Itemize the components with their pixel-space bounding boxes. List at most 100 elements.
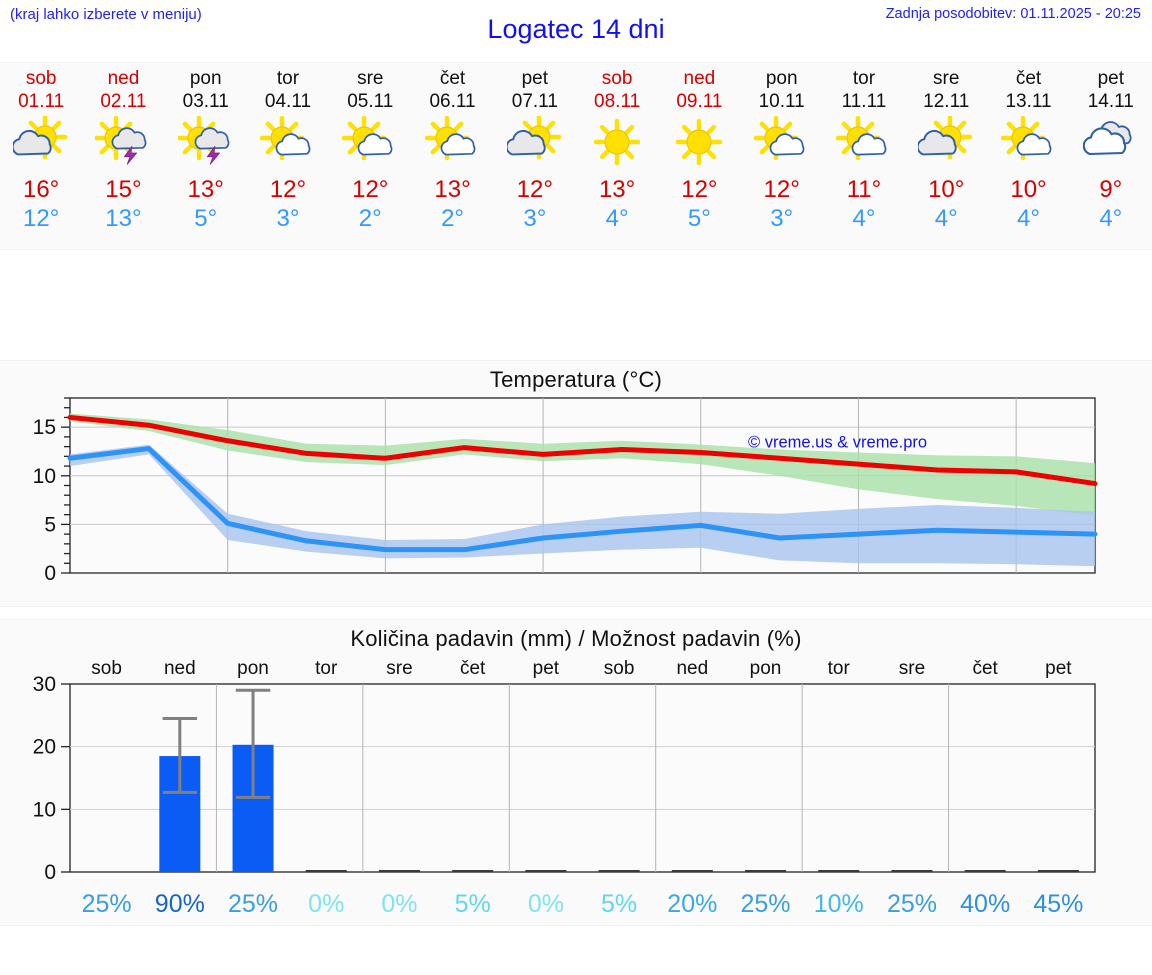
day-forecast-card[interactable]: pet 14.11 9° 4° <box>1070 63 1152 249</box>
day-forecast-card[interactable]: ned 09.11 12° 5° <box>658 63 740 249</box>
svg-text:20: 20 <box>33 736 56 759</box>
svg-text:10: 10 <box>33 465 56 488</box>
sun-behind-cloud-icon <box>13 115 69 169</box>
day-name: sob <box>601 68 633 89</box>
day-date: 13.11 <box>1005 91 1052 112</box>
day-forecast-card[interactable]: sob 08.11 13° 4° <box>576 63 658 249</box>
sun-small-cloud-icon <box>259 115 316 169</box>
svg-text:20%: 20% <box>667 890 717 918</box>
sun-small-cloud-icon <box>342 115 398 169</box>
svg-text:sre: sre <box>899 658 925 679</box>
svg-text:10: 10 <box>33 798 56 821</box>
day-forecast-card[interactable]: pet 07.11 12° 3° <box>494 63 576 249</box>
svg-text:© vreme.us & vreme.pro: © vreme.us & vreme.pro <box>748 434 927 452</box>
day-date: 12.11 <box>923 91 970 112</box>
svg-text:pon: pon <box>750 658 782 679</box>
day-name: pet <box>1097 68 1124 89</box>
svg-text:tor: tor <box>828 658 851 679</box>
temperature-chart-section: Temperatura (°C) 0 5 10 15 © vreme.us & vrem… <box>0 360 1152 607</box>
spacer <box>0 250 1152 360</box>
svg-text:0: 0 <box>44 562 56 585</box>
day-forecast-card[interactable]: pon 03.11 13° 5° <box>165 63 247 249</box>
svg-text:5%: 5% <box>601 890 637 918</box>
day-temp-max: 10° <box>928 176 965 203</box>
day-name: ned <box>107 68 140 89</box>
svg-text:15: 15 <box>33 416 56 439</box>
sun-small-cloud-icon <box>424 115 481 169</box>
day-temp-min: 13° <box>105 205 142 232</box>
svg-text:pet: pet <box>1045 658 1072 679</box>
svg-text:90%: 90% <box>155 890 205 918</box>
daily-forecast-strip: sob 01.11 16° 12° ned 02.11 15° 13° pon 03.11 1… <box>0 62 1152 250</box>
day-temp-min: 5° <box>687 205 711 232</box>
page-header: (kraj lahko izberete v meniju) Logatec 1… <box>0 0 1152 62</box>
day-forecast-card[interactable]: čet 13.11 10° 4° <box>987 63 1069 249</box>
day-date: 11.11 <box>841 91 887 112</box>
svg-text:5%: 5% <box>455 890 491 918</box>
day-forecast-card[interactable]: tor 11.11 11° 4° <box>823 63 905 249</box>
day-date: 06.11 <box>429 91 476 112</box>
svg-text:0: 0 <box>44 861 56 884</box>
location-menu-note: (kraj lahko izberete v meniju) <box>10 6 202 23</box>
sun-icon <box>671 115 727 169</box>
day-date: 09.11 <box>676 91 723 112</box>
sun-cloud-thunder-icon <box>177 115 234 169</box>
svg-text:pon: pon <box>237 658 269 679</box>
day-forecast-card[interactable]: sob 01.11 16° 12° <box>0 63 82 249</box>
day-temp-min: 3° <box>770 205 794 232</box>
svg-text:25%: 25% <box>82 890 132 918</box>
day-forecast-card[interactable]: sre 12.11 10° 4° <box>905 63 987 249</box>
day-date: 08.11 <box>594 91 641 112</box>
temperature-chart: 0 5 10 15 © vreme.us & vreme.pro <box>33 397 1098 585</box>
svg-text:sob: sob <box>91 658 122 679</box>
day-forecast-card[interactable]: čet 06.11 13° 2° <box>411 63 493 249</box>
svg-text:čet: čet <box>460 658 486 679</box>
precipitation-chart-title: Količina padavin (mm) / Možnost padavin … <box>350 626 802 651</box>
last-updated-text: Zadnja posodobitev: 01.11.2025 - 20:25 <box>885 6 1141 22</box>
temperature-chart-title: Temperatura (°C) <box>489 367 663 392</box>
day-name: sre <box>357 68 384 89</box>
day-date: 05.11 <box>347 91 394 112</box>
spacer-2 <box>0 607 1152 619</box>
day-date: 03.11 <box>182 91 229 112</box>
day-temp-min: 2° <box>358 205 382 232</box>
day-date: 10.11 <box>758 91 805 112</box>
day-temp-min: 3° <box>276 205 300 232</box>
day-temp-min: 2° <box>441 205 465 232</box>
day-forecast-card[interactable]: pon 10.11 12° 3° <box>741 63 823 249</box>
day-temp-min: 4° <box>1017 205 1040 232</box>
day-temp-max: 12° <box>516 176 553 203</box>
svg-text:40%: 40% <box>960 890 1010 918</box>
day-forecast-card[interactable]: sre 05.11 12° 2° <box>329 63 411 249</box>
day-date: 01.11 <box>18 91 65 112</box>
svg-text:10%: 10% <box>814 890 864 918</box>
day-forecast-card[interactable]: tor 04.11 12° 3° <box>247 63 329 249</box>
day-name: čet <box>439 68 466 89</box>
day-temp-max: 12° <box>269 176 307 203</box>
day-date: 04.11 <box>264 91 312 112</box>
day-temp-min: 4° <box>852 205 876 232</box>
cloudy-icon <box>1082 115 1139 169</box>
sun-small-cloud-icon <box>835 115 892 169</box>
day-temp-min: 12° <box>22 205 60 232</box>
svg-text:5: 5 <box>44 513 56 536</box>
day-date: 07.11 <box>511 91 558 112</box>
day-temp-max: 9° <box>1099 176 1123 203</box>
sun-cloud-thunder-icon <box>95 115 151 169</box>
day-name: sre <box>933 68 960 89</box>
day-forecast-card[interactable]: ned 02.11 15° 13° <box>82 63 164 249</box>
sun-small-cloud-icon <box>753 115 810 169</box>
day-temp-max: 10° <box>1010 176 1047 203</box>
day-temp-max: 13° <box>187 176 224 203</box>
sun-behind-cloud-icon <box>506 115 563 169</box>
svg-text:tor: tor <box>315 658 338 679</box>
daily-forecast-list: sob 01.11 16° 12° ned 02.11 15° 13° pon 03.11 1… <box>0 63 1152 249</box>
day-date: 02.11 <box>100 91 147 112</box>
day-name: tor <box>276 68 300 89</box>
day-name: pet <box>521 68 549 89</box>
precipitation-chart-section: Količina padavin (mm) / Možnost padavin … <box>0 619 1152 926</box>
svg-text:0%: 0% <box>528 890 564 918</box>
day-temp-max: 13° <box>598 176 636 203</box>
day-temp-max: 12° <box>681 176 718 203</box>
day-name: sob <box>25 68 57 89</box>
